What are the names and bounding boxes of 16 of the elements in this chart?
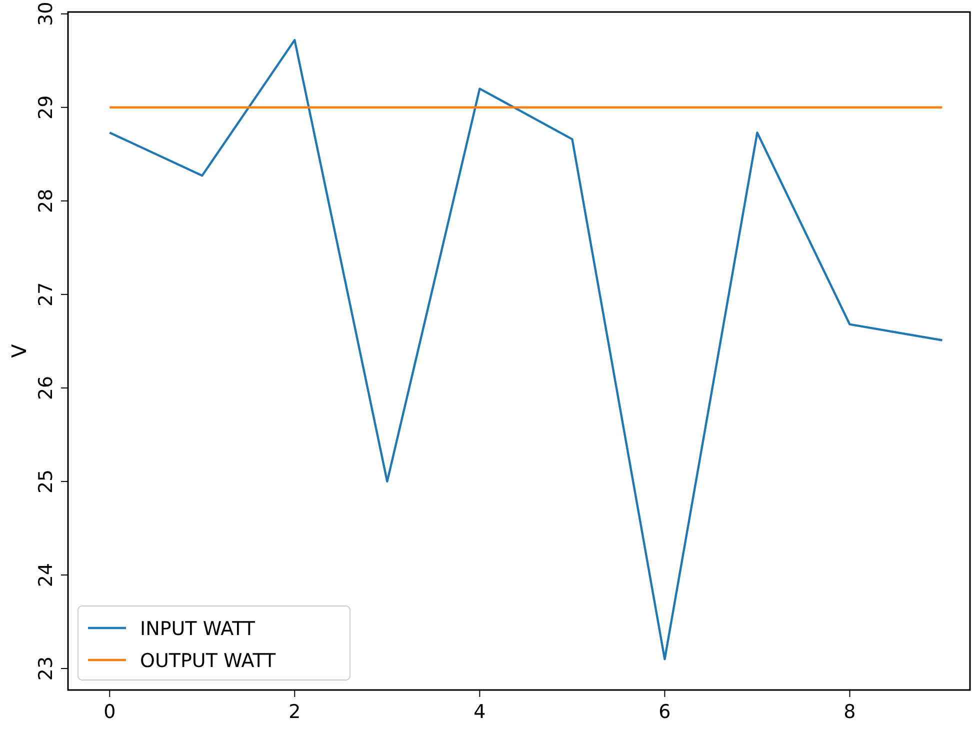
x-tick-label: 8 <box>844 701 856 723</box>
y-tick-label: 28 <box>35 188 57 213</box>
y-tick-label: 26 <box>35 376 57 400</box>
legend-label: INPUT WATT <box>140 618 256 640</box>
y-tick-label: 25 <box>35 469 57 494</box>
y-tick-label: 27 <box>35 282 57 307</box>
y-tick-label: 30 <box>35 2 57 26</box>
y-tick-label: 29 <box>35 95 57 120</box>
x-tick-label: 6 <box>658 701 671 723</box>
x-tick-label: 2 <box>288 701 301 723</box>
x-tick-label: 4 <box>474 701 486 723</box>
y-axis-title: V <box>7 344 31 358</box>
legend-label: OUTPUT WATT <box>140 650 276 672</box>
x-tick-label: 0 <box>104 701 116 723</box>
y-tick-label: 24 <box>35 562 57 588</box>
y-tick-label: 23 <box>35 656 57 681</box>
